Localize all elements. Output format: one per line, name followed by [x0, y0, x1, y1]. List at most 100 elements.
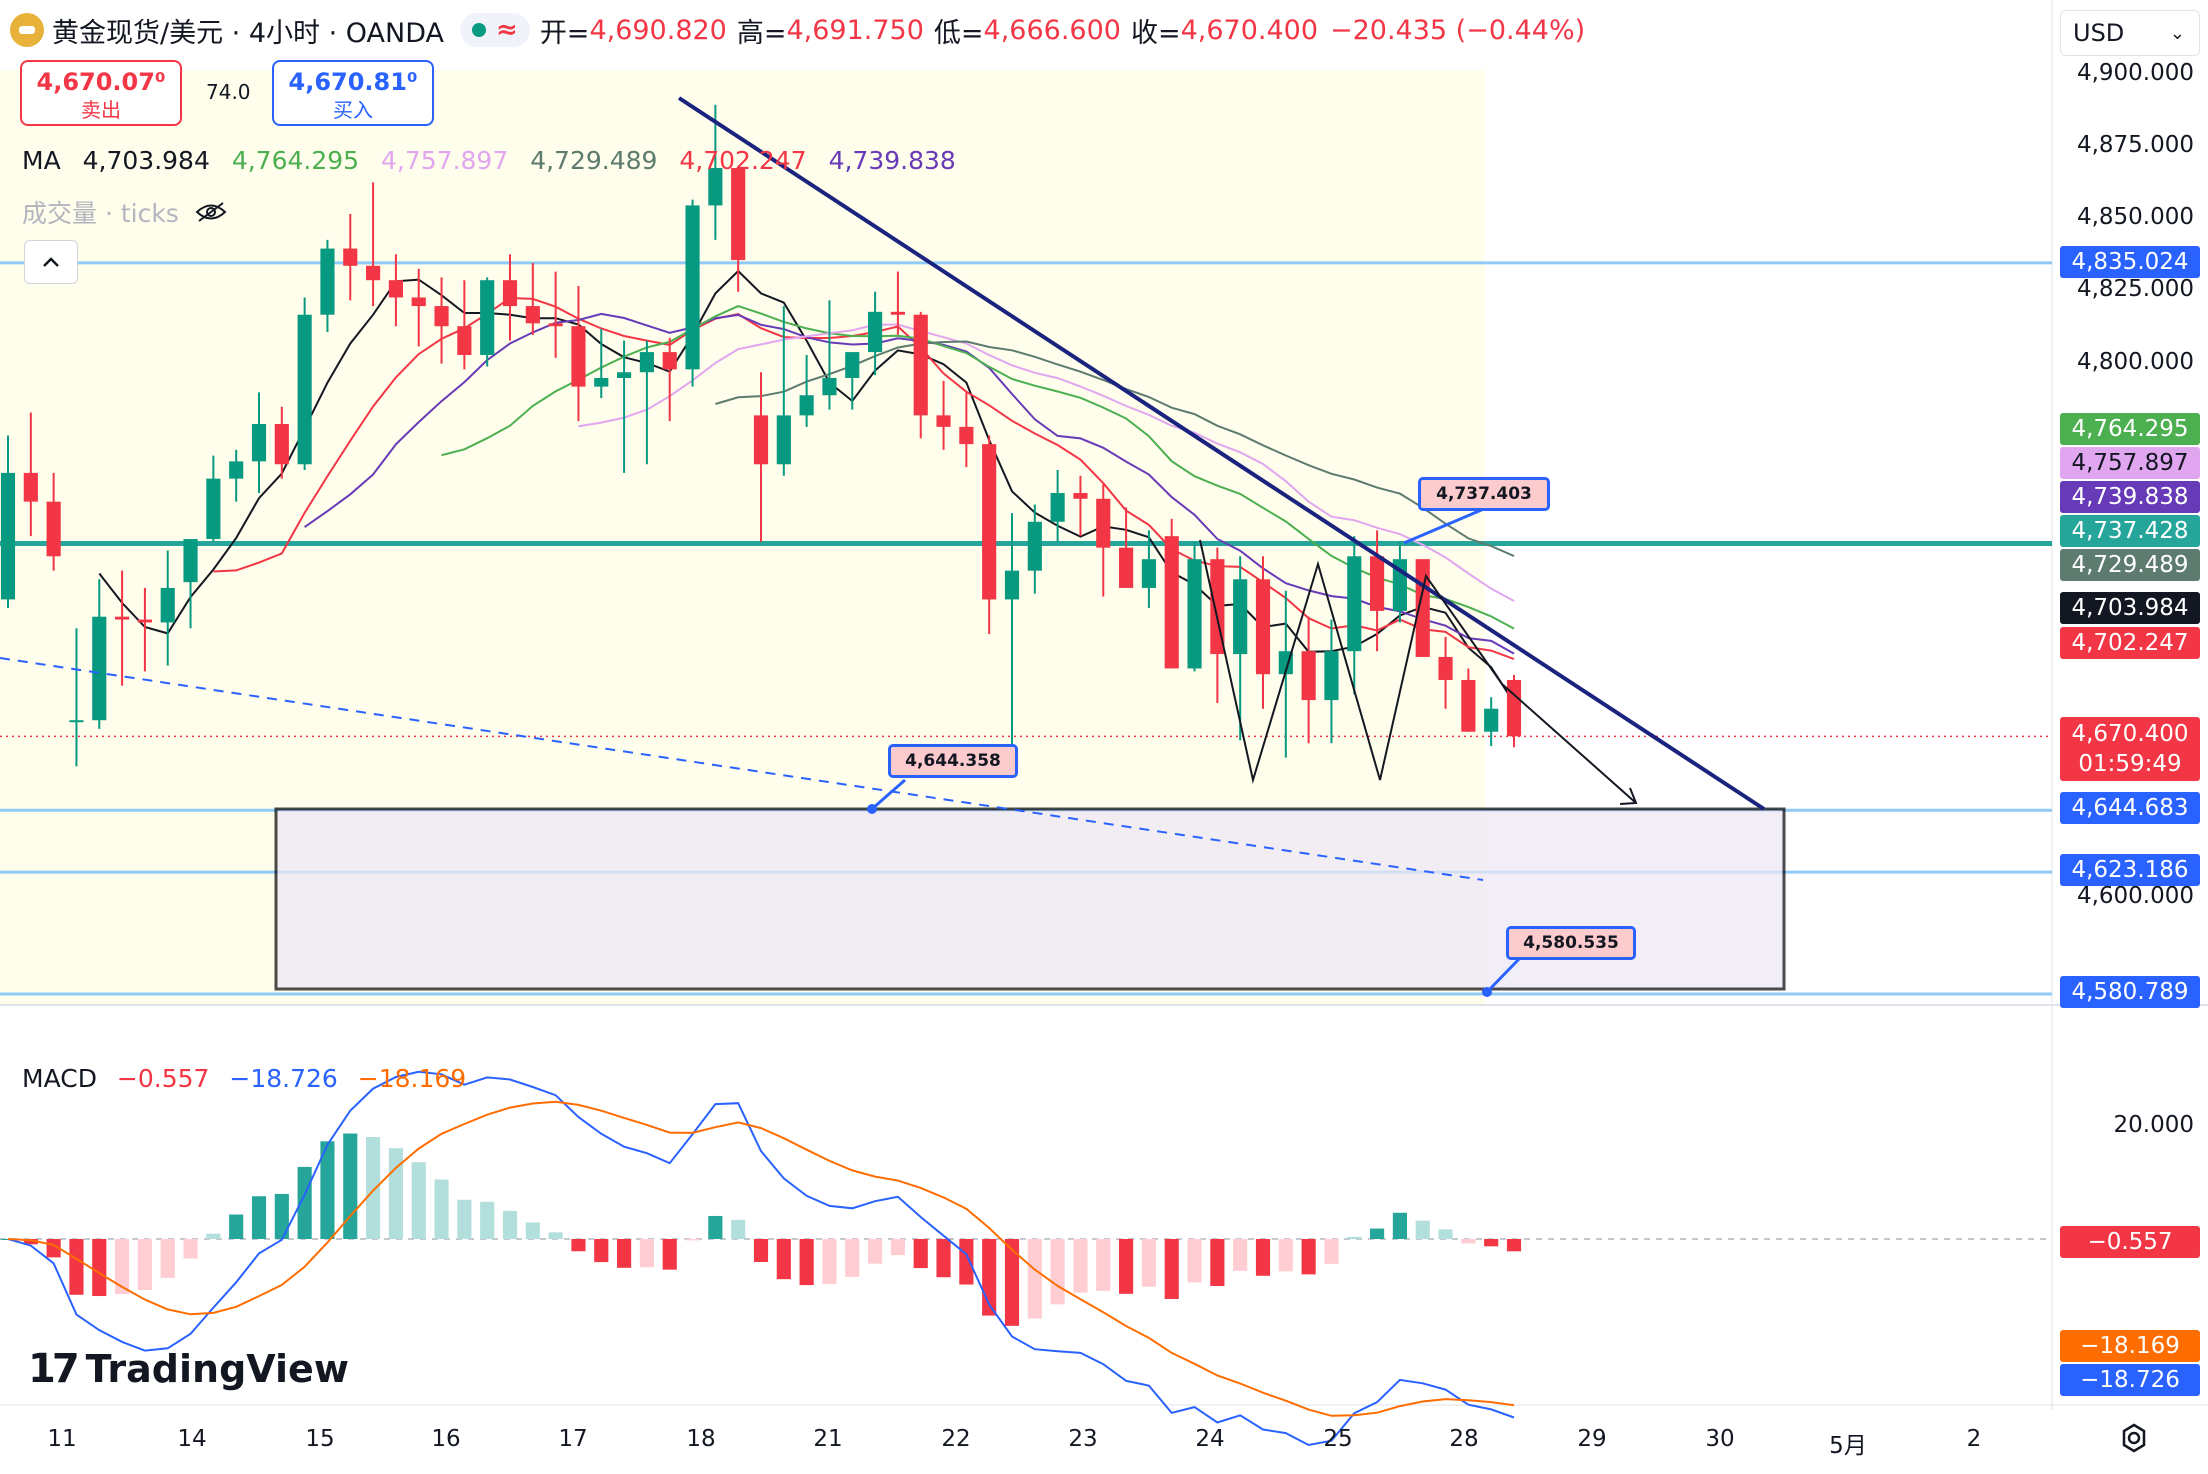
sell-button[interactable]: 4,670.07⁰ 卖出: [20, 60, 182, 126]
symbol-title[interactable]: 黄金现货/美元 · 4小时 · OANDA: [52, 17, 445, 49]
close-value: 4,670.400: [1180, 14, 1318, 46]
tradingview-wordmark: TradingView: [85, 1347, 349, 1391]
macd-histogram-bar: [959, 1239, 974, 1285]
candle-body: [160, 587, 175, 623]
buy-label: 买入: [333, 98, 373, 122]
price-badge[interactable]: 4,764.295: [2060, 413, 2200, 445]
currency-select[interactable]: USD ⌄: [2060, 10, 2200, 56]
candle-body: [434, 306, 449, 327]
macd-histogram-bar: [753, 1239, 769, 1262]
candle-body: [0, 472, 16, 600]
candle-body: [1073, 493, 1088, 499]
price-badge[interactable]: 4,644.683: [2060, 792, 2200, 824]
change-value: −20.435 (−0.44%): [1330, 14, 1586, 46]
macd-badge[interactable]: −0.557: [2060, 1226, 2200, 1258]
range-box[interactable]: [274, 807, 1786, 991]
macd-histogram-bar: [913, 1239, 928, 1269]
macd-histogram-bar: [731, 1219, 746, 1239]
candle-body: [731, 168, 746, 261]
candle-body: [1461, 679, 1476, 732]
macd-histogram-bar: [411, 1162, 426, 1239]
macd-histogram-bar: [662, 1239, 677, 1270]
candle-body: [1484, 708, 1499, 732]
macd-histogram-bar: [708, 1215, 723, 1239]
candle-body: [388, 280, 403, 298]
macd-badge[interactable]: −18.169: [2060, 1330, 2200, 1362]
time-tick: 16: [431, 1426, 461, 1452]
price-badge[interactable]: 4,729.489: [2060, 549, 2200, 581]
macd-line: [7, 1070, 1515, 1447]
candle-body: [662, 352, 677, 370]
price-badge[interactable]: 4,835.024: [2060, 246, 2200, 278]
macd-badge[interactable]: −18.726: [2060, 1364, 2200, 1396]
projection-path: [1199, 539, 1637, 804]
macd-histogram-bar: [69, 1239, 84, 1295]
tradingview-logo[interactable]: 17 TradingView: [28, 1346, 349, 1392]
candle-body: [1438, 656, 1453, 680]
macd-histogram-bar: [274, 1193, 289, 1239]
volume-legend[interactable]: 成交量 · ticks: [22, 194, 227, 230]
macd-hist-value: −0.557: [116, 1064, 210, 1093]
candle-body: [1096, 498, 1111, 548]
candle-body: [274, 423, 289, 465]
macd-histogram-bar: [137, 1239, 152, 1291]
candle-body: [548, 323, 563, 327]
macd-histogram-bar: [457, 1199, 472, 1239]
price-badge[interactable]: 4,737.428: [2060, 515, 2200, 547]
candle-body: [251, 423, 267, 462]
macd-legend[interactable]: MACD −0.557 −18.726 −18.169: [22, 1064, 478, 1093]
callout-leader: [1485, 956, 1522, 994]
price-badge[interactable]: 4,702.247: [2060, 627, 2200, 659]
moving-average-line: [304, 312, 1515, 655]
ma-value-6: 4,739.838: [828, 146, 956, 175]
price-badge[interactable]: 4,580.789: [2060, 976, 2200, 1008]
price-badge[interactable]: 4,623.186: [2060, 854, 2200, 886]
ma-value-3: 4,757.897: [381, 146, 509, 175]
trendline-callout[interactable]: 4,580.535: [1506, 926, 1636, 960]
macd-histogram-bar: [1164, 1239, 1179, 1299]
time-tick: 2: [1966, 1426, 1982, 1452]
macd-histogram-bar: [366, 1137, 381, 1239]
macd-histogram-bar: [1050, 1239, 1065, 1305]
open-value: 4,690.820: [589, 14, 727, 46]
candle-body: [776, 415, 791, 465]
macd-line-value: −18.726: [229, 1064, 338, 1093]
macd-histogram-bar: [1073, 1239, 1088, 1293]
ma-legend[interactable]: MA 4,703.984 4,764.295 4,757.897 4,729.4…: [22, 146, 970, 175]
last-price-badge[interactable]: 4,670.400 01:59:49: [2060, 717, 2200, 781]
chevron-down-icon: ⌄: [2169, 22, 2185, 44]
macd-axis-tick: 20.000: [2113, 1112, 2194, 1138]
price-badge[interactable]: 4,757.897: [2060, 447, 2200, 479]
macd-histogram-bar: [890, 1239, 905, 1256]
macd-signal-value: −18.169: [357, 1064, 467, 1093]
close-label: 收=: [1130, 17, 1181, 49]
eye-hidden-icon[interactable]: [195, 201, 227, 223]
price-badge[interactable]: 4,739.838: [2060, 481, 2200, 513]
macd-histogram-bar: [1415, 1220, 1430, 1239]
price-tick: 4,850.000: [2076, 204, 2194, 230]
candle-body: [366, 265, 381, 281]
spread-value: 74.0: [206, 80, 251, 104]
settings-gear-icon[interactable]: [2118, 1422, 2150, 1454]
market-status[interactable]: ≈: [460, 13, 530, 47]
chevron-up-icon: [43, 257, 59, 267]
currency-label: USD: [2073, 19, 2125, 47]
macd-histogram-bar: [388, 1148, 403, 1239]
high-value: 4,691.750: [786, 14, 924, 46]
collapse-legend-button[interactable]: [24, 240, 78, 284]
trendline-callout[interactable]: 4,737.403: [1418, 477, 1550, 511]
callout-leader: [871, 778, 906, 811]
candle-body: [639, 352, 654, 373]
macd-histogram-bar: [183, 1239, 198, 1259]
candle-body: [69, 720, 84, 723]
candle-body: [502, 280, 518, 307]
dashed-trendline: [0, 657, 1484, 881]
buy-price: 4,670.81⁰: [288, 68, 418, 96]
price-badge[interactable]: 4,703.984: [2060, 592, 2200, 624]
trendline-callout[interactable]: 4,644.358: [888, 744, 1018, 778]
candle-body: [137, 619, 152, 623]
macd-histogram-bar: [1506, 1239, 1522, 1252]
buy-button[interactable]: 4,670.81⁰ 买入: [272, 60, 434, 126]
macd-histogram-bar: [1255, 1239, 1271, 1276]
